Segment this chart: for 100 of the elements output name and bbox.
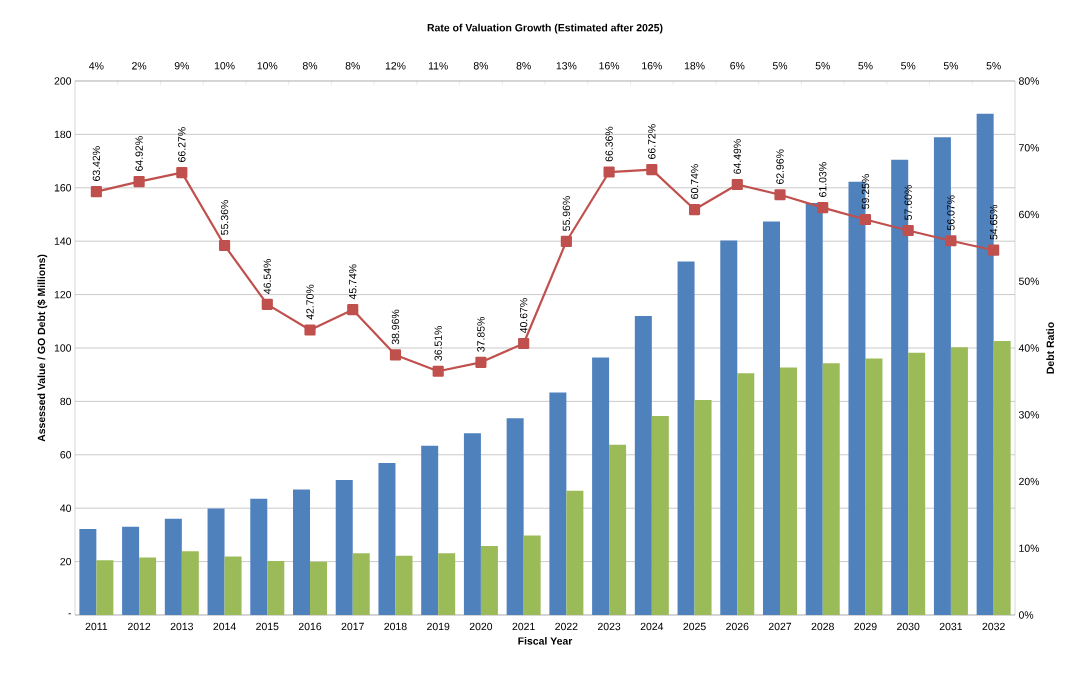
data-label: 64.92% xyxy=(135,136,143,171)
point xyxy=(688,203,701,216)
x-tick-label: 2014 xyxy=(213,622,236,631)
y2-tick-label: 30% xyxy=(1018,411,1040,419)
x-tick-label: 2022 xyxy=(555,622,578,631)
x-tick-label: 2015 xyxy=(256,622,279,631)
bar xyxy=(694,400,712,615)
y-tick-label: 40 xyxy=(60,504,72,512)
x-axis-title: Fiscal Year xyxy=(518,637,573,645)
y-tick-label: 80 xyxy=(60,397,72,406)
data-label: 38.96% xyxy=(391,309,400,345)
bar xyxy=(267,561,285,615)
bar xyxy=(720,240,738,615)
bar xyxy=(164,518,182,615)
bar xyxy=(463,433,481,615)
point xyxy=(859,213,872,226)
y-tick-label: - xyxy=(68,613,72,615)
bar xyxy=(310,561,328,615)
data-label: 57.60% xyxy=(904,185,912,220)
text: 8% xyxy=(302,62,318,70)
point xyxy=(176,167,188,179)
bar xyxy=(293,489,311,615)
point xyxy=(774,189,786,201)
text: 8% xyxy=(345,62,360,70)
text: 10% xyxy=(257,62,278,70)
y-tick-label: 60 xyxy=(60,451,72,459)
x-tick-label: 2016 xyxy=(298,622,322,631)
bar xyxy=(378,463,396,615)
point xyxy=(945,235,957,247)
text: 6% xyxy=(730,62,745,70)
point xyxy=(133,176,145,188)
text: 13% xyxy=(556,62,577,70)
y2-tick-label: 70% xyxy=(1019,144,1040,152)
bar xyxy=(677,261,695,615)
point xyxy=(389,349,402,361)
bar xyxy=(224,556,242,615)
data-label: 56.07% xyxy=(947,195,955,231)
bar xyxy=(79,529,97,615)
point xyxy=(475,356,487,368)
y-axis-title: Assessed Value / GO Debt ($ Millions) xyxy=(37,254,48,442)
text: 5% xyxy=(772,62,788,70)
data-label: 46.54% xyxy=(263,259,271,294)
bar xyxy=(634,315,652,615)
bar xyxy=(438,553,456,615)
data-label: 54.65% xyxy=(989,204,998,240)
bar xyxy=(549,392,567,615)
x-tick-label: 2018 xyxy=(384,622,407,631)
bar xyxy=(865,358,883,615)
point xyxy=(646,164,658,176)
x-tick-label: 2023 xyxy=(598,622,621,631)
text: 2% xyxy=(132,62,147,70)
bar xyxy=(506,418,524,615)
text: 16% xyxy=(642,62,662,70)
text: 18% xyxy=(684,62,705,70)
point xyxy=(518,337,530,350)
bar xyxy=(566,490,584,615)
data-label: 45.74% xyxy=(349,264,357,300)
x-tick-label: 2027 xyxy=(768,622,792,631)
bar xyxy=(395,555,413,615)
bar xyxy=(181,551,199,615)
bar xyxy=(737,373,755,615)
point xyxy=(731,178,743,191)
point xyxy=(817,202,829,214)
bar xyxy=(250,498,268,615)
x-tick-label: 2013 xyxy=(170,622,193,631)
bar xyxy=(480,546,498,615)
x-tick-label: 2029 xyxy=(854,622,877,631)
text: 5% xyxy=(815,62,830,70)
point xyxy=(347,304,359,316)
text: 4% xyxy=(89,62,104,70)
x-tick-label: 2011 xyxy=(85,622,108,631)
bar xyxy=(523,535,541,615)
y2-axis-title: Debt Ratio xyxy=(1046,322,1054,374)
data-label: 60.74% xyxy=(690,164,699,199)
data-label: 36.51% xyxy=(434,325,442,361)
y-tick-label: 180 xyxy=(54,130,72,139)
point xyxy=(261,298,273,310)
point xyxy=(560,235,572,248)
data-label: 66.36% xyxy=(605,126,613,162)
y2-tick-label: 80% xyxy=(1018,77,1040,85)
y2-tick-label: 0% xyxy=(1018,611,1034,619)
point xyxy=(603,166,615,178)
text: 9% xyxy=(174,62,190,70)
bar xyxy=(651,416,669,615)
x-tick-label: 2017 xyxy=(341,622,364,631)
bar xyxy=(96,560,114,615)
data-label: 37.85% xyxy=(477,317,485,352)
text: 5% xyxy=(986,62,1001,70)
chart-title: Rate of Valuation Growth (Estimated after 2025) xyxy=(427,23,663,34)
y2-tick-label: 40% xyxy=(1018,344,1040,352)
data-label: 66.27% xyxy=(178,127,186,162)
text: 5% xyxy=(943,62,959,70)
x-tick-label: 2032 xyxy=(982,622,1005,631)
bar xyxy=(335,479,353,615)
data-label: 55.96% xyxy=(562,196,571,231)
x-tick-label: 2024 xyxy=(640,622,664,631)
data-label: 63.42% xyxy=(92,146,101,181)
point xyxy=(218,239,231,252)
y-tick-label: 100 xyxy=(54,344,72,352)
text: 16% xyxy=(599,62,620,70)
